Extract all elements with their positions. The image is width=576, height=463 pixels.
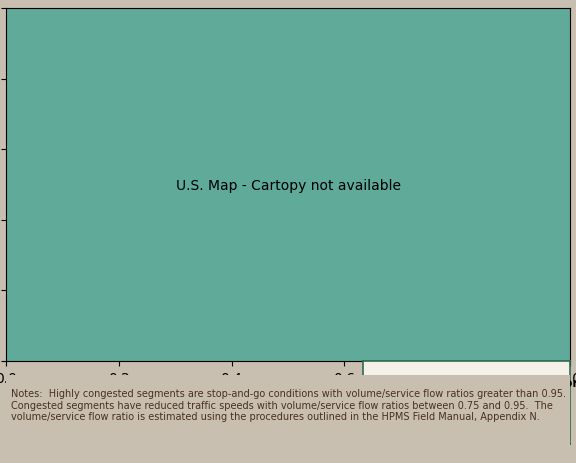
Text: Congested: Congested xyxy=(415,409,471,419)
Text: Recurring Peak-Period Congestion: Recurring Peak-Period Congestion xyxy=(353,376,576,389)
Text: Notes:  Highly congested segments are stop-and-go conditions with volume/service: Notes: Highly congested segments are sto… xyxy=(12,388,570,421)
Text: Uncongested: Uncongested xyxy=(415,392,483,402)
Text: U.S. Map - Cartopy not available: U.S. Map - Cartopy not available xyxy=(176,178,400,192)
Text: Highly Congested: Highly Congested xyxy=(415,425,507,435)
